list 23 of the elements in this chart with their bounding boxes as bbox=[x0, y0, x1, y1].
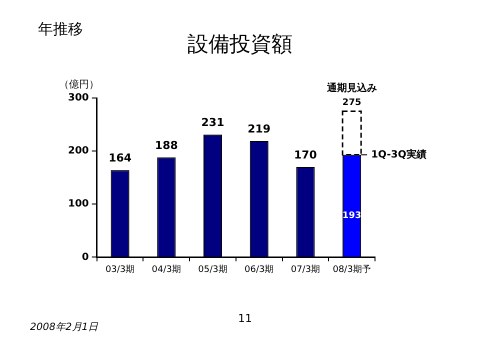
x-tick-label: 04/3期 bbox=[152, 264, 182, 275]
y-tick-label: 200 bbox=[68, 146, 89, 157]
data-label: 219 bbox=[248, 122, 271, 136]
data-label: 170 bbox=[294, 148, 318, 162]
total-label: 275 bbox=[342, 98, 362, 108]
chart-title: 設備投資額 bbox=[188, 32, 292, 56]
text: 11 bbox=[238, 312, 252, 325]
x-tick-label: 07/3期 bbox=[290, 264, 320, 275]
x-tick-label: 03/3期 bbox=[105, 264, 135, 275]
annotation: 1Q-3Q実績 bbox=[371, 148, 426, 160]
x-tick-label: 06/3期 bbox=[244, 264, 274, 275]
y-tick-label: 300 bbox=[68, 92, 89, 104]
data-label: 188 bbox=[154, 138, 178, 152]
x-tick-label: 05/3期 bbox=[198, 264, 228, 275]
chart-subtitle: 年推移 bbox=[38, 20, 83, 39]
y-axis-title: （億円） bbox=[58, 78, 99, 91]
data-label: 164 bbox=[108, 152, 132, 165]
data-label: 231 bbox=[201, 116, 224, 129]
annotation: 通期見込み bbox=[326, 82, 377, 94]
y-tick-label: 0 bbox=[82, 252, 89, 263]
text: 2008年2月1日 bbox=[30, 321, 98, 334]
x-tick-label: 08/3期予 bbox=[332, 264, 371, 275]
y-tick-label: 100 bbox=[68, 198, 89, 210]
